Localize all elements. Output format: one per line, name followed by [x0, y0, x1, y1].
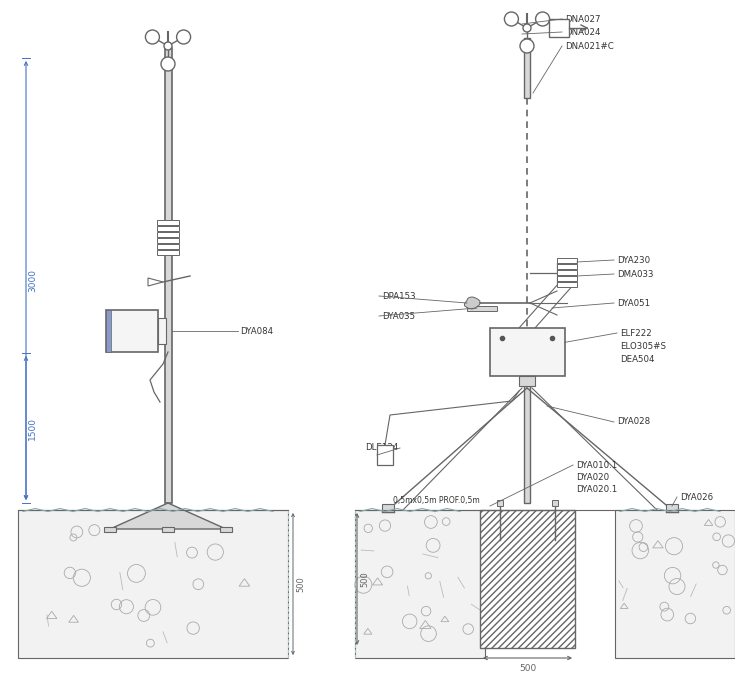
Text: DYA035: DYA035: [382, 312, 415, 321]
Circle shape: [504, 12, 518, 26]
Circle shape: [161, 57, 175, 71]
Polygon shape: [110, 503, 226, 529]
Text: DYA020: DYA020: [576, 473, 609, 482]
Bar: [524, 38, 530, 98]
Text: DYA026: DYA026: [680, 493, 713, 502]
Bar: [557, 258, 577, 263]
Bar: [157, 238, 179, 243]
Bar: [382, 504, 394, 512]
Text: DYA051: DYA051: [617, 299, 650, 308]
Bar: [220, 527, 232, 532]
Bar: [165, 48, 171, 503]
Bar: [162, 527, 174, 532]
Bar: [480, 510, 575, 648]
Bar: [157, 232, 179, 237]
Text: DNA024: DNA024: [565, 28, 600, 36]
Circle shape: [176, 30, 190, 44]
Text: DYA010.1: DYA010.1: [576, 460, 617, 469]
Text: DMA033: DMA033: [617, 270, 653, 279]
Bar: [524, 376, 530, 503]
Bar: [158, 318, 166, 344]
Text: 1500: 1500: [28, 416, 37, 440]
Bar: [519, 376, 535, 386]
Text: DLE124: DLE124: [365, 444, 398, 453]
Circle shape: [164, 42, 172, 50]
Circle shape: [536, 12, 550, 26]
Text: DYA020.1: DYA020.1: [576, 484, 617, 493]
Bar: [549, 19, 569, 37]
Bar: [104, 527, 116, 532]
Bar: [666, 504, 678, 512]
Bar: [467, 306, 497, 311]
Text: ELF222: ELF222: [620, 328, 652, 338]
Text: 500: 500: [360, 571, 369, 587]
Circle shape: [146, 30, 159, 44]
Bar: [157, 226, 179, 231]
Bar: [18, 510, 288, 658]
Bar: [557, 276, 577, 281]
Bar: [490, 328, 564, 376]
Polygon shape: [465, 297, 481, 309]
Text: DYA028: DYA028: [617, 418, 650, 427]
Text: DNA021#C: DNA021#C: [565, 41, 614, 50]
Bar: [157, 220, 179, 225]
Bar: [377, 445, 393, 465]
Text: 3000: 3000: [28, 269, 37, 292]
Polygon shape: [148, 278, 163, 286]
Bar: [557, 264, 577, 269]
Circle shape: [520, 39, 534, 53]
Text: DYA230: DYA230: [617, 255, 650, 264]
Text: ELO305#S: ELO305#S: [620, 341, 666, 350]
Bar: [106, 310, 158, 352]
Bar: [615, 510, 735, 658]
Bar: [157, 244, 179, 249]
Text: DPA153: DPA153: [382, 292, 415, 301]
Bar: [157, 250, 179, 255]
Bar: [106, 310, 111, 352]
Bar: [355, 510, 485, 658]
Bar: [552, 500, 558, 506]
Bar: [497, 500, 503, 506]
Circle shape: [523, 24, 531, 32]
Bar: [557, 270, 577, 275]
Text: 0,5mx0,5m PROF.0,5m: 0,5mx0,5m PROF.0,5m: [393, 496, 480, 505]
Text: 500: 500: [296, 576, 305, 592]
Text: DNA027: DNA027: [565, 14, 600, 23]
Text: DYA084: DYA084: [240, 327, 273, 336]
Bar: [557, 282, 577, 287]
Text: 500: 500: [519, 664, 536, 673]
Text: DEA504: DEA504: [620, 354, 654, 363]
